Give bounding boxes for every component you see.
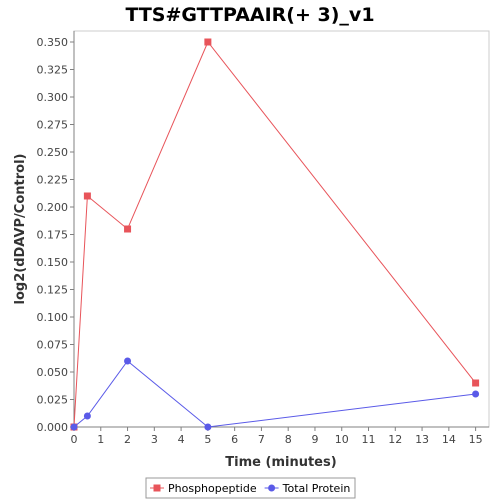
y-tick-label: 0.100 bbox=[37, 311, 69, 324]
x-tick-label: 3 bbox=[151, 433, 158, 446]
legend-marker-total-protein bbox=[268, 484, 276, 492]
legend-label-total-protein: Total Protein bbox=[282, 482, 351, 495]
y-tick-label: 0.050 bbox=[37, 366, 69, 379]
x-tick-label: 7 bbox=[258, 433, 265, 446]
y-tick-label: 0.125 bbox=[37, 284, 69, 297]
y-tick-label: 0.225 bbox=[37, 174, 69, 187]
legend-box bbox=[145, 477, 356, 499]
y-tick-label: 0.150 bbox=[37, 256, 69, 269]
y-tick-label: 0.200 bbox=[37, 201, 69, 214]
y-tick-label: 0.025 bbox=[37, 394, 69, 407]
data-point-phosphopeptide bbox=[124, 225, 132, 233]
x-axis: 0 1 2 3 4 5 6 7 8 9 10 11 12 13 14 15 bbox=[71, 426, 489, 446]
x-tick-label: 4 bbox=[178, 433, 185, 446]
data-point-total-protein bbox=[204, 423, 212, 431]
y-axis: 0.000 0.025 0.050 0.075 0.100 0.125 0.150 0.175… bbox=[37, 31, 75, 434]
chart-title: TTS#GTTPAAIR(+ 3)_v1 bbox=[125, 4, 374, 26]
y-tick-label: 0.325 bbox=[37, 64, 69, 77]
data-point-phosphopeptide bbox=[83, 192, 91, 200]
data-point-total-protein bbox=[124, 357, 132, 365]
y-axis-label: log2(dDAVP/Control) bbox=[13, 154, 28, 305]
y-tick-label: 0.075 bbox=[37, 339, 69, 352]
x-tick-label: 9 bbox=[311, 433, 318, 446]
x-tick-label: 13 bbox=[415, 433, 429, 446]
x-tick-label: 10 bbox=[335, 433, 349, 446]
y-tick-label: 0.350 bbox=[37, 36, 69, 49]
legend-label-phosphopeptide: Phosphopeptide bbox=[168, 482, 257, 495]
x-tick-label: 5 bbox=[204, 433, 211, 446]
legend-marker-phosphopeptide bbox=[153, 484, 161, 492]
x-tick-label: 14 bbox=[442, 433, 456, 446]
x-tick-label: 1 bbox=[97, 433, 104, 446]
legend: Phosphopeptide Total Protein bbox=[145, 477, 356, 499]
y-tick-label: 0.300 bbox=[37, 91, 69, 104]
data-point-phosphopeptide bbox=[472, 379, 480, 387]
series-layer bbox=[70, 38, 480, 431]
data-point-total-protein bbox=[472, 390, 480, 398]
x-tick-label: 6 bbox=[231, 433, 238, 446]
x-tick-label: 0 bbox=[71, 433, 78, 446]
plot-area bbox=[73, 30, 490, 428]
y-tick-label: 0.250 bbox=[37, 146, 69, 159]
x-tick-label: 11 bbox=[362, 433, 376, 446]
x-tick-label: 8 bbox=[285, 433, 292, 446]
y-tick-label: 0.175 bbox=[37, 229, 69, 242]
x-tick-label: 12 bbox=[388, 433, 402, 446]
x-axis-label: Time (minutes) bbox=[225, 455, 336, 470]
y-tick-label: 0.000 bbox=[37, 421, 69, 434]
data-point-phosphopeptide bbox=[204, 38, 212, 46]
x-tick-label: 15 bbox=[469, 433, 483, 446]
data-point-total-protein bbox=[83, 412, 91, 420]
data-point-total-protein bbox=[70, 423, 78, 431]
x-tick-label: 2 bbox=[124, 433, 131, 446]
y-tick-label: 0.275 bbox=[37, 119, 69, 132]
